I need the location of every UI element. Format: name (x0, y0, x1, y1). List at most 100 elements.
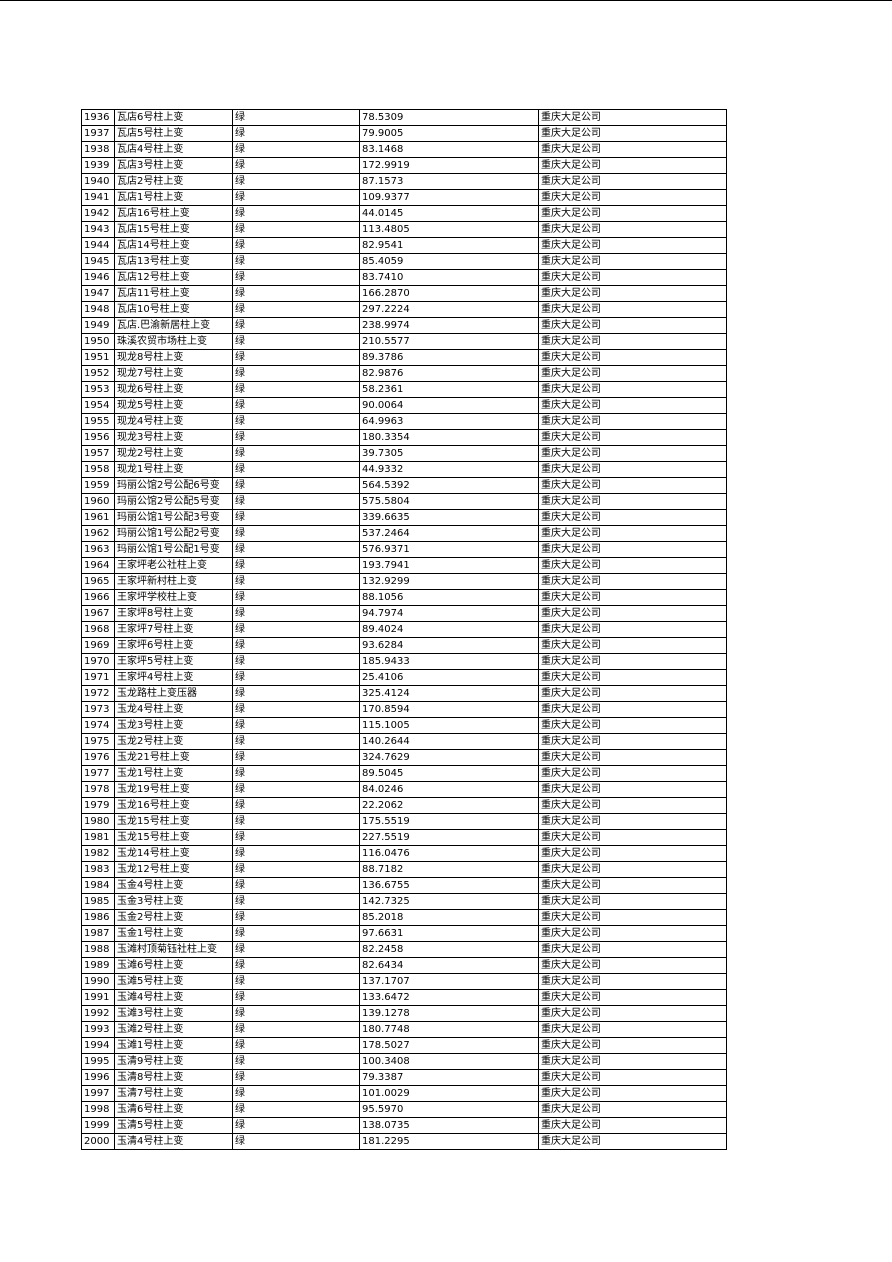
value-cell: 142.7325 (359, 893, 539, 910)
table-row: 1997 玉清7号柱上变绿 101.0029 重庆大足公司 (81, 1085, 727, 1102)
table-row: 1948 瓦店10号柱上变绿 297.2224 重庆大足公司 (81, 301, 727, 318)
table-row: 1942 瓦店16号柱上变绿 44.0145 重庆大足公司 (81, 205, 727, 222)
table-row: 1979 玉龙16号柱上变绿 22.2062 重庆大足公司 (81, 797, 727, 814)
transformer-name: 瓦店15号柱上变 (114, 221, 233, 238)
company-cell: 重庆大足公司 (538, 477, 727, 494)
value-cell: 564.5392 (359, 477, 539, 494)
transformer-name: 瓦店5号柱上变 (114, 125, 233, 142)
value-cell: 88.7182 (359, 861, 539, 878)
row-number: 1995 (81, 1053, 115, 1070)
value-cell: 227.5519 (359, 829, 539, 846)
row-number: 1963 (81, 541, 115, 558)
table-row: 1968 王家坪7号柱上变绿 89.4024 重庆大足公司 (81, 621, 727, 638)
company-cell: 重庆大足公司 (538, 957, 727, 974)
company-cell: 重庆大足公司 (538, 829, 727, 846)
company-cell: 重庆大足公司 (538, 125, 727, 142)
table-row: 1989 玉滩6号柱上变绿 82.6434 重庆大足公司 (81, 957, 727, 974)
row-number: 2000 (81, 1133, 115, 1150)
value-cell: 58.2361 (359, 381, 539, 398)
row-number: 1988 (81, 941, 115, 958)
company-cell: 重庆大足公司 (538, 301, 727, 318)
table-row: 1953 现龙6号柱上变绿 58.2361 重庆大足公司 (81, 381, 727, 398)
value-cell: 88.1056 (359, 589, 539, 606)
status-cell: 绿 (232, 605, 360, 622)
status-cell: 绿 (232, 237, 360, 254)
row-number: 1984 (81, 877, 115, 894)
status-cell: 绿 (232, 221, 360, 238)
table-row: 1966 王家坪学校柱上变绿 88.1056 重庆大足公司 (81, 589, 727, 606)
row-number: 1990 (81, 973, 115, 990)
row-number: 1981 (81, 829, 115, 846)
value-cell: 89.4024 (359, 621, 539, 638)
row-number: 1968 (81, 621, 115, 638)
company-cell: 重庆大足公司 (538, 365, 727, 382)
status-cell: 绿 (232, 557, 360, 574)
company-cell: 重庆大足公司 (538, 973, 727, 990)
value-cell: 100.3408 (359, 1053, 539, 1070)
company-cell: 重庆大足公司 (538, 189, 727, 206)
company-cell: 重庆大足公司 (538, 765, 727, 782)
value-cell: 22.2062 (359, 797, 539, 814)
transformer-name: 现龙5号柱上变 (114, 397, 233, 414)
status-cell: 绿 (232, 173, 360, 190)
table-row: 1975 玉龙2号柱上变绿 140.2644 重庆大足公司 (81, 733, 727, 750)
table-row: 1981 玉龙15号柱上变绿 227.5519 重庆大足公司 (81, 829, 727, 846)
row-number: 1974 (81, 717, 115, 734)
value-cell: 44.0145 (359, 205, 539, 222)
company-cell: 重庆大足公司 (538, 1085, 727, 1102)
company-cell: 重庆大足公司 (538, 1069, 727, 1086)
value-cell: 94.7974 (359, 605, 539, 622)
value-cell: 25.4106 (359, 669, 539, 686)
status-cell: 绿 (232, 1117, 360, 1134)
row-number: 1985 (81, 893, 115, 910)
status-cell: 绿 (232, 973, 360, 990)
value-cell: 210.5577 (359, 333, 539, 350)
company-cell: 重庆大足公司 (538, 893, 727, 910)
company-cell: 重庆大足公司 (538, 637, 727, 654)
status-cell: 绿 (232, 413, 360, 430)
transformer-name: 玉滩5号柱上变 (114, 973, 233, 990)
table-row: 1964 王家坪老公社柱上变绿 193.7941 重庆大足公司 (81, 557, 727, 574)
company-cell: 重庆大足公司 (538, 413, 727, 430)
value-cell: 83.1468 (359, 141, 539, 158)
value-cell: 39.7305 (359, 445, 539, 462)
company-cell: 重庆大足公司 (538, 797, 727, 814)
status-cell: 绿 (232, 925, 360, 942)
value-cell: 140.2644 (359, 733, 539, 750)
table-row: 1984 玉金4号柱上变绿 136.6755 重庆大足公司 (81, 877, 727, 894)
value-cell: 113.4805 (359, 221, 539, 238)
transformer-name: 瓦店2号柱上变 (114, 173, 233, 190)
transformer-name: 玉龙4号柱上变 (114, 701, 233, 718)
status-cell: 绿 (232, 1069, 360, 1086)
value-cell: 64.9963 (359, 413, 539, 430)
row-number: 1970 (81, 653, 115, 670)
company-cell: 重庆大足公司 (538, 781, 727, 798)
row-number: 1948 (81, 301, 115, 318)
transformer-name: 瓦店3号柱上变 (114, 157, 233, 174)
table-row: 1996 玉清8号柱上变绿 79.3387 重庆大足公司 (81, 1069, 727, 1086)
status-cell: 绿 (232, 1037, 360, 1054)
row-number: 1937 (81, 125, 115, 142)
table-body: 1936 瓦店6号柱上变绿 78.5309 重庆大足公司 1937 瓦店5号柱上变绿 79.… (81, 109, 727, 1150)
transformer-name: 玛丽公馆1号公配3号变 (114, 509, 233, 526)
row-number: 1994 (81, 1037, 115, 1054)
company-cell: 重庆大足公司 (538, 397, 727, 414)
transformer-name: 王家坪7号柱上变 (114, 621, 233, 638)
table-row: 1972 玉龙路柱上变压器绿 325.4124 重庆大足公司 (81, 685, 727, 702)
value-cell: 95.5970 (359, 1101, 539, 1118)
transformer-name: 玛丽公馆1号公配1号变 (114, 541, 233, 558)
value-cell: 339.6635 (359, 509, 539, 526)
company-cell: 重庆大足公司 (538, 589, 727, 606)
company-cell: 重庆大足公司 (538, 1005, 727, 1022)
value-cell: 78.5309 (359, 109, 539, 126)
company-cell: 重庆大足公司 (538, 845, 727, 862)
value-cell: 238.9974 (359, 317, 539, 334)
table-row: 1976 玉龙21号柱上变绿 324.7629 重庆大足公司 (81, 749, 727, 766)
transformer-name: 玉龙路柱上变压器 (114, 685, 233, 702)
table-row: 1965 王家坪新村柱上变绿 132.9299 重庆大足公司 (81, 573, 727, 590)
company-cell: 重庆大足公司 (538, 877, 727, 894)
company-cell: 重庆大足公司 (538, 1101, 727, 1118)
status-cell: 绿 (232, 717, 360, 734)
row-number: 1954 (81, 397, 115, 414)
table-row: 1939 瓦店3号柱上变绿 172.9919 重庆大足公司 (81, 157, 727, 174)
